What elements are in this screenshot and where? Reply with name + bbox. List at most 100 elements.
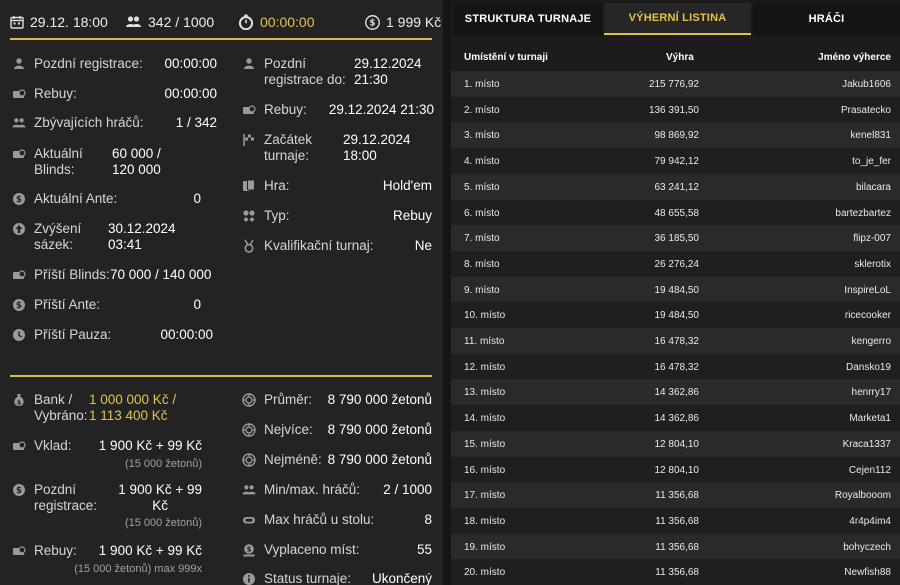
place-cell: 3. místo	[464, 130, 500, 142]
winner-cell: to_je_fer	[852, 156, 891, 168]
chips-icon	[12, 439, 26, 453]
current-blinds: Aktuální Blinds: 60 000 / 120 000	[12, 146, 217, 180]
rebuy-fee: Rebuy: 1 900 Kč + 99 Kč (15 000 žetonů) …	[12, 543, 202, 577]
winner-cell: ricecooker	[844, 310, 891, 322]
table-row: 10. místo 19 484,50 ricecooker	[451, 302, 900, 329]
chips-icon	[242, 103, 256, 117]
info-icon	[242, 572, 256, 585]
prize-cell: 19 484,50	[654, 284, 700, 296]
table-row: 17. místo 11 356,68 Royalbooom	[451, 482, 900, 508]
remaining-players: Zbývajících hráčů: 1 / 342	[12, 115, 217, 133]
svg-text:$: $	[16, 195, 22, 205]
prize-cell: 36 185,50	[654, 233, 700, 245]
paid-places: $ Vyplaceno míst: 55	[242, 542, 434, 560]
tournament-start: Začátek turnaje: 29.12.2024 18:00	[242, 132, 434, 166]
table-row: 20. místo 11 356,68 Newfish88	[451, 559, 900, 585]
place-cell: 10. místo	[464, 310, 506, 322]
prize-cell: 63 241,12	[654, 181, 700, 193]
place-cell: 12. místo	[464, 361, 506, 373]
place-cell: 16. místo	[464, 464, 506, 476]
next-ante: $ Příští Ante: 0	[12, 297, 217, 315]
prize-cell: 14 362,86	[654, 387, 700, 399]
place-cell: 9. místo	[464, 284, 500, 296]
max-stack: Nejvíce: 8 790 000 žetonů	[242, 422, 434, 440]
next-break: Příští Pauza: 00:00:00	[12, 327, 217, 345]
start-date: 29.12. 18:00	[10, 14, 108, 30]
column-header-prize: Výhra	[666, 52, 694, 63]
svg-text:$: $	[16, 301, 22, 311]
people-icon	[242, 483, 256, 497]
table-row: 3. místo 98 869,92 kenel831	[451, 122, 900, 149]
place-cell: 8. místo	[464, 258, 500, 270]
table-row: 12. místo 16 478,32 Dansko19	[451, 353, 900, 380]
qualification-tournament: Kvalifikační turnaj: Ne	[242, 238, 434, 256]
table-row: 13. místo 14 362,86 henrry17	[451, 379, 900, 406]
ante-icon: $	[12, 298, 26, 312]
prize-cell: 11 356,68	[655, 490, 699, 502]
place-cell: 14. místo	[464, 413, 506, 425]
winner-cell: flipz-007	[853, 233, 891, 245]
winner-cell: bilacara	[855, 181, 891, 193]
prize-cell: 16 478,32	[654, 336, 700, 347]
winner-cell: bartezbartez	[835, 207, 891, 219]
ante-icon: $	[12, 483, 26, 497]
place-cell: 18. místo	[464, 515, 506, 527]
people-icon	[125, 15, 142, 29]
calendar-icon	[10, 15, 24, 29]
prize-cell: 98 869,92	[654, 130, 700, 142]
tab-payout-list[interactable]: VÝHERNÍ LISTINA	[604, 3, 751, 35]
place-cell: 2. místo	[464, 104, 500, 116]
min-max-players: Min/max. hráčů: 2 / 1000	[242, 482, 434, 500]
tournament-status: Status turnaje: Ukončený	[242, 571, 434, 585]
table-header: Umístění v turnaji Výhra Jméno výherce	[451, 45, 900, 69]
place-cell: 19. místo	[464, 541, 506, 553]
place-cell: 5. místo	[464, 181, 500, 193]
place-cell: 17. místo	[464, 490, 506, 502]
people-icon	[12, 116, 26, 130]
late-registration-until: Pozdní registrace do: 29.12.2024 21:30	[242, 56, 434, 90]
tournament-type: Typ: Rebuy	[242, 208, 434, 226]
table-row: 7. místo 36 185,50 flipz-007	[451, 225, 900, 251]
prize-cell: 16 478,32	[654, 361, 700, 373]
prize-cell: 79 942,12	[654, 156, 700, 168]
max-players-per-table: Max hráčů u stolu: 8	[242, 512, 434, 530]
table-row: 9. místo 19 484,50 InspireLoL	[451, 276, 900, 303]
person-icon	[12, 57, 26, 71]
winner-cell: 4r4p4im4	[849, 515, 891, 527]
place-cell: 20. místo	[464, 567, 506, 579]
winner-cell: henrry17	[851, 387, 891, 399]
stopwatch-icon	[238, 14, 254, 30]
rebuy-until: Rebuy: 29.12.2024 21:30	[242, 102, 434, 120]
table-row: 15. místo 12 804,10 Kraca1337	[451, 430, 900, 457]
winner-cell: Cejen112	[848, 464, 891, 476]
winner-cell: Newfish88	[844, 567, 891, 579]
ante-icon: $	[12, 192, 26, 206]
prize-cell: 11 356,68	[655, 515, 699, 527]
countdown-timer: 00:00:00	[238, 14, 315, 30]
chip-icon	[242, 423, 256, 437]
winner-cell: Prasatecko	[840, 104, 891, 116]
prize-cell: 11 356,68	[655, 541, 699, 553]
buyin-prize: $ 1 999 Kč	[365, 14, 441, 30]
tab-players[interactable]: HRÁČI	[753, 3, 900, 35]
divider	[10, 38, 432, 40]
table-row: 5. místo 63 241,12 bilacara	[451, 173, 900, 200]
tab-bar: STRUKTURA TURNAJE VÝHERNÍ LISTINA HRÁČI	[451, 0, 900, 37]
prize-cell: 215 776,92	[648, 79, 699, 90]
flag-icon	[242, 133, 256, 147]
svg-text:$: $	[370, 18, 376, 28]
buy-in: Vklad: 1 900 Kč + 99 Kč (15 000 žetonů)	[12, 438, 202, 472]
table-row: 4. místo 79 942,12 to_je_fer	[451, 148, 900, 174]
place-cell: 11. místo	[464, 336, 505, 347]
place-cell: 13. místo	[464, 387, 506, 399]
prize-cell: 12 804,10	[654, 438, 700, 450]
table-row: 18. místo 11 356,68 4r4p4im4	[451, 507, 900, 534]
average-stack: Průměr: 8 790 000 žetonů	[242, 392, 434, 410]
divider	[10, 375, 432, 377]
table-row: 8. místo 26 276,24 sklerotix	[451, 250, 900, 277]
tournament-info-panel: 29.12. 18:00 342 / 1000 00:00:00 $ 1 999…	[0, 0, 443, 585]
chips-icon	[12, 544, 26, 558]
prize-cell: 14 362,86	[654, 413, 700, 425]
place-cell: 4. místo	[464, 156, 500, 168]
tab-tournament-structure[interactable]: STRUKTURA TURNAJE	[454, 3, 602, 35]
